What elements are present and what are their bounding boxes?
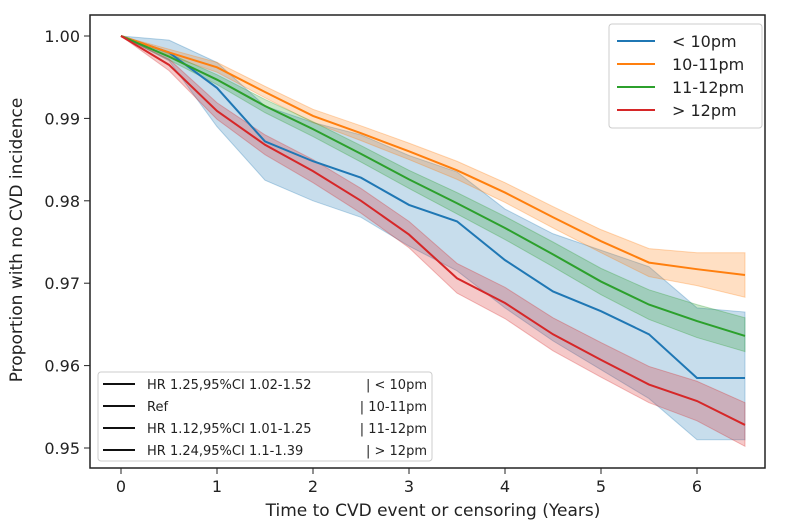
- hr-legend-group: | 11-12pm: [360, 422, 427, 437]
- series-line-1: [120, 35, 746, 276]
- y-tick-label: 0.97: [44, 274, 80, 293]
- y-tick-label: 0.98: [44, 192, 80, 211]
- y-axis-label: Proportion with no CVD incidence: [7, 98, 27, 383]
- x-tick-label: 4: [500, 477, 510, 496]
- x-axis-ticks: 0 1 2 3 4 5 6: [116, 468, 702, 496]
- x-tick-label: 1: [212, 477, 222, 496]
- legend-label: 10-11pm: [672, 55, 744, 74]
- plot-frame: [89, 14, 766, 469]
- x-tick-label: 6: [692, 477, 702, 496]
- series-line-3: [120, 35, 746, 426]
- hazard-ratio-legend: HR 1.25,95%CI 1.02-1.52 | < 10pm Ref | 10-1…: [97, 371, 433, 462]
- confidence-bands: [120, 35, 746, 448]
- ci-band-1: [120, 35, 746, 298]
- x-tick-label: 5: [596, 477, 606, 496]
- hr-legend-label: HR 1.24,95%CI 1.1-1.39: [147, 444, 303, 459]
- hr-legend-label: Ref: [147, 400, 168, 415]
- series-line-2: [120, 35, 746, 337]
- x-axis-label: Time to CVD event or censoring (Years): [265, 501, 601, 521]
- series-line-0: [120, 35, 745, 379]
- ci-band-0: [120, 35, 746, 441]
- y-tick-label: 1.00: [44, 27, 80, 46]
- hr-legend-group: | 10-11pm: [360, 400, 427, 415]
- legend-label: 11-12pm: [672, 78, 744, 97]
- survival-lines: [120, 35, 746, 426]
- x-tick-label: 2: [308, 477, 318, 496]
- x-tick-label: 3: [404, 477, 414, 496]
- y-tick-label: 0.95: [44, 439, 80, 458]
- y-tick-label: 0.96: [44, 357, 80, 376]
- y-tick-label: 0.99: [44, 109, 80, 128]
- legend-label: > 12pm: [672, 101, 737, 120]
- hr-legend-group: | > 12pm: [366, 444, 427, 459]
- y-axis-ticks: 0.95 0.96 0.97 0.98 0.99 1.00: [44, 27, 90, 458]
- x-tick-label: 0: [116, 477, 126, 496]
- series-legend: < 10pm 10-11pm 11-12pm > 12pm: [608, 23, 763, 129]
- legend-label: < 10pm: [672, 32, 737, 51]
- hr-legend-label: HR 1.12,95%CI 1.01-1.25: [147, 422, 312, 437]
- ci-band-2: [120, 35, 746, 353]
- hr-legend-label: HR 1.25,95%CI 1.02-1.52: [147, 378, 312, 393]
- hr-legend-group: | < 10pm: [366, 378, 427, 393]
